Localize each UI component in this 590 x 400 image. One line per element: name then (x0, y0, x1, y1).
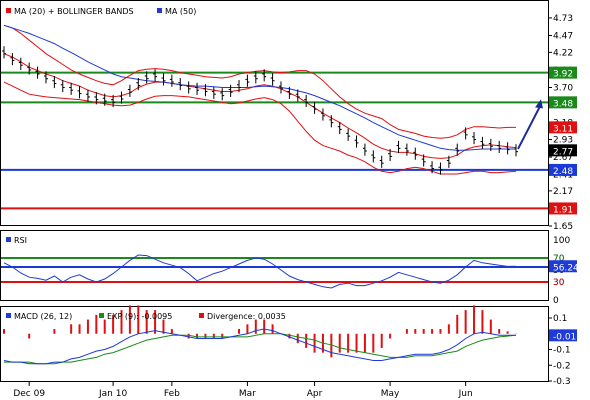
x-tick-label: Apr (307, 389, 323, 399)
x-tick-label: May (381, 389, 400, 399)
macd-line (3, 328, 516, 365)
legend-ma20-label: MA (20) + BOLLINGER BANDS (14, 7, 134, 16)
forecast-arrow-line (517, 105, 541, 150)
value-tag-3.11: 3.11 (553, 124, 573, 134)
legend-rsi-swatch (6, 237, 11, 242)
rsi-value-tag: 56.24 (553, 263, 579, 273)
level-tag-3.92: 3.92 (553, 70, 573, 80)
legend-macd-label: MACD (26, 12) (14, 312, 72, 321)
bollinger-lower-line (3, 81, 517, 175)
rsi-value-tag-bg (549, 260, 577, 273)
legend-ma50-swatch (157, 8, 162, 13)
macd-value-tag-bg (549, 329, 577, 342)
legend-divergence-label: Divergence: 0.0035 (207, 312, 286, 321)
x-tick-label: Mar (239, 389, 256, 399)
level-tag-3.92-bg (549, 66, 577, 79)
price-y-tick-label: 1.65 (553, 222, 573, 232)
price-y-tick-label: 2.67 (553, 153, 573, 163)
legend-ma20-swatch (6, 8, 11, 13)
legend-exp-swatch (99, 313, 104, 318)
macd-y-tick-label: -0.3 (553, 377, 571, 387)
level-tag-1.91: 1.91 (553, 205, 573, 215)
legend-ma50-label: MA (50) (165, 7, 196, 16)
macd-y-tick-label: 0.1 (553, 314, 567, 324)
macd-legend: MACD (26, 12) EXP (9): -0.0095 Divergenc… (6, 312, 286, 321)
rsi-y-tick-label: 70 (553, 254, 565, 264)
ma50-line (3, 24, 516, 151)
macd-y-tick-label: -0.2 (553, 361, 571, 371)
level-tag-2.48-bg (549, 163, 577, 176)
legend-rsi-label: RSI (14, 236, 27, 245)
rsi-y-tick-label: 30 (553, 278, 565, 288)
level-tag-1.91-bg (549, 202, 577, 215)
rsi-line (3, 254, 517, 289)
price-y-tick-label: 2.17 (553, 187, 573, 197)
legend-exp-label: EXP (9): -0.0095 (107, 312, 172, 321)
value-tag-2.77-bg (549, 144, 577, 157)
price-y-tick-label: 2.93 (553, 136, 573, 146)
bollinger-upper-line (3, 24, 516, 139)
x-tick-label: Dec 09 (13, 389, 45, 399)
macd-y-tick-label: -0.1 (553, 346, 571, 356)
rsi-y-tick-label: 0 (553, 296, 559, 306)
price-y-tick-label: 3.70 (553, 83, 573, 93)
legend-macd-swatch (6, 313, 11, 318)
price-y-tick-label: 4.73 (553, 14, 573, 24)
price-y-tick-label: 4.47 (553, 31, 573, 41)
rsi-level-label-70: 70 (553, 254, 565, 264)
macd-value-tag: -0.01 (553, 332, 576, 342)
ma20-line (3, 53, 517, 159)
x-tick-label: Jan 10 (98, 389, 127, 399)
rsi-legend: RSI (6, 236, 27, 245)
rsi-level-label-30: 30 (553, 278, 565, 288)
rsi-y-tick-label: 100 (553, 236, 570, 246)
level-tag-3.48-bg (549, 96, 577, 109)
price-legend: MA (20) + BOLLINGER BANDS MA (50) (6, 7, 196, 16)
price-panel (0, 0, 549, 226)
level-tag-2.48: 2.48 (553, 167, 573, 177)
x-tick-label: Jun (458, 389, 473, 399)
legend-divergence-swatch (199, 313, 204, 318)
forecast-arrow-head (535, 99, 543, 109)
value-tag-2.77: 2.77 (553, 147, 573, 157)
x-tick-label: Feb (164, 389, 180, 399)
level-tag-3.48: 3.48 (553, 99, 573, 109)
exp9-line (4, 333, 517, 365)
value-tag-3.11-bg (549, 121, 577, 134)
price-y-tick-label: 4.22 (553, 48, 573, 58)
